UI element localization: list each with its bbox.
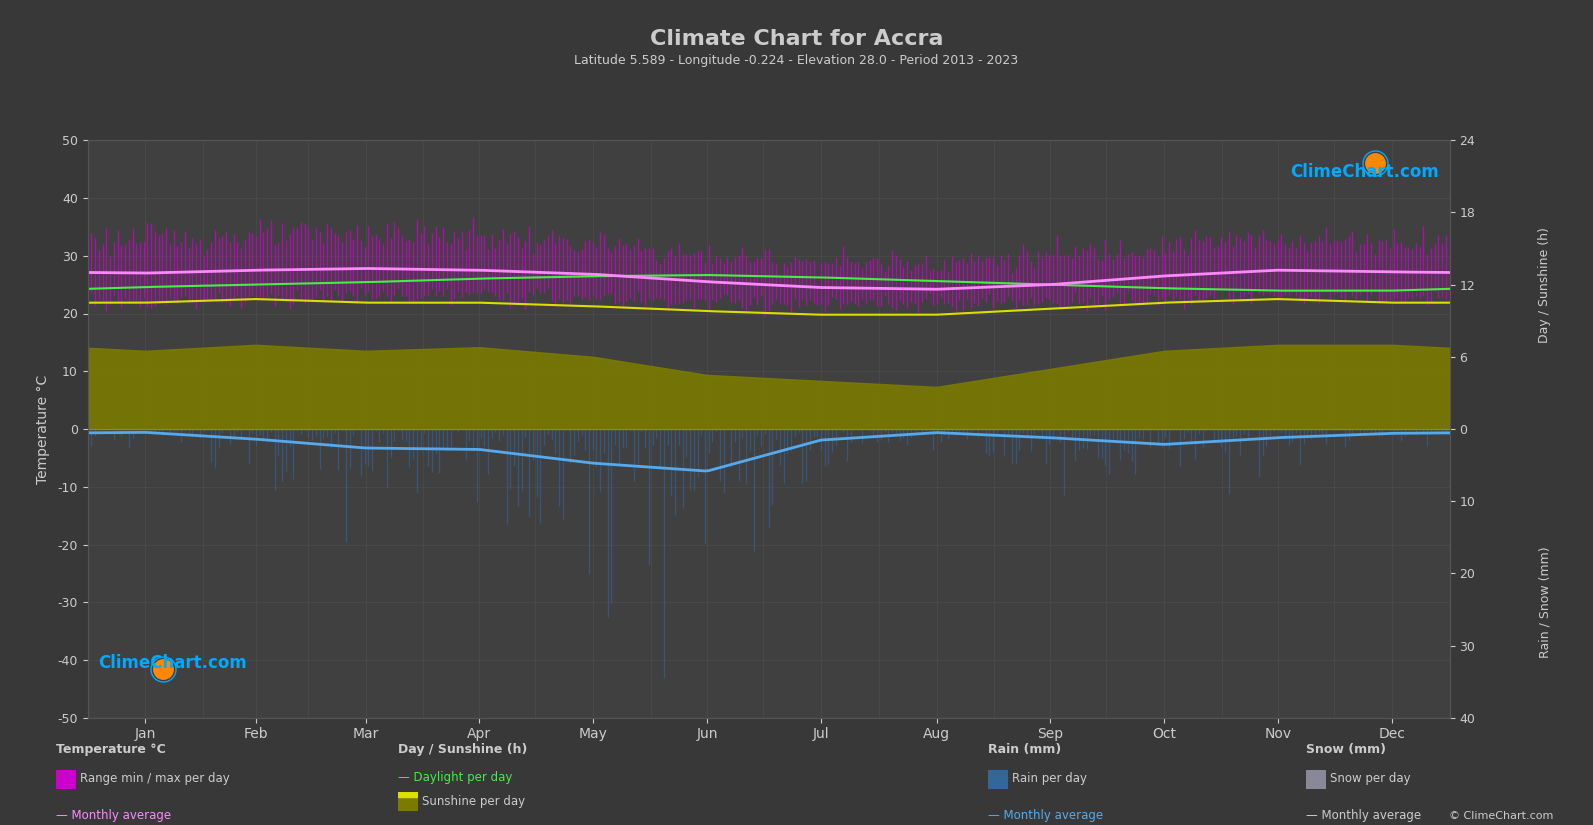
Text: Day / Sunshine (h): Day / Sunshine (h) (1539, 227, 1552, 342)
Text: Rain (mm): Rain (mm) (988, 742, 1061, 756)
Text: — Monthly average: — Monthly average (988, 808, 1102, 822)
Text: ClimeChart.com: ClimeChart.com (1290, 163, 1438, 182)
Text: Range min / max per day: Range min / max per day (80, 772, 229, 785)
Text: Snow per day: Snow per day (1330, 772, 1411, 785)
Text: — Monthly average: — Monthly average (1306, 808, 1421, 822)
Y-axis label: Temperature °C: Temperature °C (37, 375, 51, 483)
Text: Latitude 5.589 - Longitude -0.224 - Elevation 28.0 - Period 2013 - 2023: Latitude 5.589 - Longitude -0.224 - Elev… (575, 54, 1018, 67)
Text: Sunshine per day: Sunshine per day (422, 794, 526, 808)
Text: — Monthly average: — Monthly average (56, 808, 170, 822)
Text: Snow (mm): Snow (mm) (1306, 742, 1386, 756)
Text: Day / Sunshine (h): Day / Sunshine (h) (398, 742, 527, 756)
Text: © ClimeChart.com: © ClimeChart.com (1448, 811, 1553, 821)
Text: ClimeChart.com: ClimeChart.com (99, 653, 247, 672)
Text: Temperature °C: Temperature °C (56, 742, 166, 756)
Text: Rain per day: Rain per day (1012, 772, 1086, 785)
Text: — Daylight per day: — Daylight per day (398, 771, 513, 785)
Text: Climate Chart for Accra: Climate Chart for Accra (650, 29, 943, 49)
Text: Rain / Snow (mm): Rain / Snow (mm) (1539, 546, 1552, 658)
